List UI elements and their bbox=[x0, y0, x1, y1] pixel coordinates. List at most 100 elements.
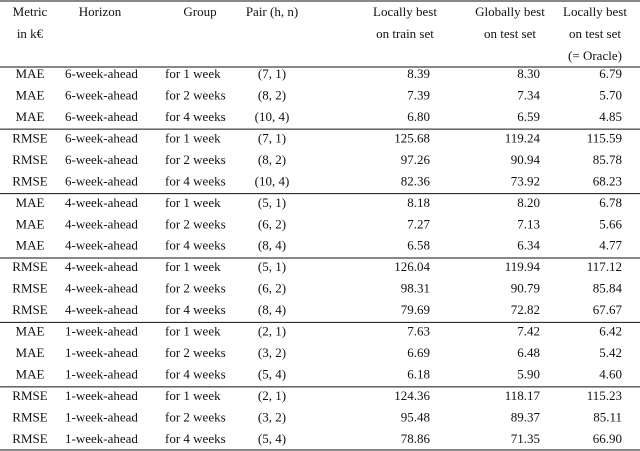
cell: 1-week-ahead bbox=[65, 388, 138, 403]
cell: 6.34 bbox=[517, 238, 540, 253]
cell: (8, 4) bbox=[258, 302, 286, 317]
cell: for 2 weeks bbox=[165, 281, 226, 296]
cell: 1-week-ahead bbox=[65, 367, 138, 382]
cell: 4-week-ahead bbox=[65, 281, 138, 296]
cell: 7.27 bbox=[407, 216, 430, 231]
cell: (8, 4) bbox=[258, 238, 286, 253]
cell: 125.68 bbox=[394, 130, 430, 145]
cell: 4-week-ahead bbox=[65, 302, 138, 317]
header-cell: Globally best bbox=[475, 4, 545, 19]
cell: MAE bbox=[16, 66, 45, 81]
cell: 124.36 bbox=[394, 388, 430, 403]
cell: 85.78 bbox=[593, 152, 622, 167]
cell: (2, 1) bbox=[258, 388, 286, 403]
cell: for 4 weeks bbox=[165, 109, 226, 124]
header-cell: Pair (h, n) bbox=[246, 4, 298, 19]
cell: 5.70 bbox=[599, 87, 622, 102]
cell: MAE bbox=[16, 238, 45, 253]
cell: 6.79 bbox=[599, 66, 622, 81]
cell: 119.94 bbox=[505, 259, 541, 274]
cell: for 4 weeks bbox=[165, 431, 226, 446]
cell: (7, 1) bbox=[258, 130, 286, 145]
cell: 6-week-ahead bbox=[65, 173, 138, 188]
cell: 5.66 bbox=[599, 216, 622, 231]
header-cell: Locally best bbox=[373, 4, 437, 19]
cell: 7.42 bbox=[517, 324, 540, 339]
cell: RMSE bbox=[12, 173, 47, 188]
cell: 7.63 bbox=[407, 324, 430, 339]
cell: 7.13 bbox=[517, 216, 540, 231]
header-cell: Locally best bbox=[563, 4, 627, 19]
cell: MAE bbox=[16, 367, 45, 382]
header-cell: Horizon bbox=[79, 4, 122, 19]
cell: 6.48 bbox=[517, 345, 540, 360]
cell: (5, 1) bbox=[258, 195, 286, 210]
cell: for 1 week bbox=[165, 195, 221, 210]
cell: 6.80 bbox=[407, 109, 430, 124]
cell: 119.24 bbox=[505, 130, 541, 145]
cell: 6.59 bbox=[517, 109, 540, 124]
cell: (6, 2) bbox=[258, 281, 286, 296]
cell: (8, 2) bbox=[258, 152, 286, 167]
cell: 5.42 bbox=[599, 345, 622, 360]
cell: 72.82 bbox=[511, 302, 540, 317]
cell: 1-week-ahead bbox=[65, 324, 138, 339]
cell: MAE bbox=[16, 87, 45, 102]
cell: for 1 week bbox=[165, 66, 221, 81]
cell: 115.59 bbox=[587, 130, 622, 145]
cell: 82.36 bbox=[401, 173, 431, 188]
header-cell: in k€ bbox=[17, 26, 44, 41]
cell: 97.26 bbox=[401, 152, 431, 167]
cell: 71.35 bbox=[511, 431, 540, 446]
cell: 8.20 bbox=[517, 195, 540, 210]
cell: 117.12 bbox=[587, 259, 622, 274]
header-cell: Metric bbox=[13, 4, 48, 19]
cell: for 2 weeks bbox=[165, 345, 226, 360]
cell: (5, 1) bbox=[258, 259, 286, 274]
cell: (8, 2) bbox=[258, 87, 286, 102]
cell: (3, 2) bbox=[258, 410, 286, 425]
cell: 6-week-ahead bbox=[65, 66, 138, 81]
cell: (6, 2) bbox=[258, 216, 286, 231]
cell: 4-week-ahead bbox=[65, 216, 138, 231]
cell: (3, 2) bbox=[258, 345, 286, 360]
cell: RMSE bbox=[12, 302, 47, 317]
cell: 4-week-ahead bbox=[65, 195, 138, 210]
cell: 6-week-ahead bbox=[65, 152, 138, 167]
cell: 8.39 bbox=[407, 66, 430, 81]
cell: 6-week-ahead bbox=[65, 109, 138, 124]
cell: 90.79 bbox=[511, 281, 540, 296]
cell: 1-week-ahead bbox=[65, 431, 138, 446]
header-cell: on train set bbox=[376, 26, 434, 41]
cell: RMSE bbox=[12, 130, 47, 145]
cell: (7, 1) bbox=[258, 66, 286, 81]
cell: for 4 weeks bbox=[165, 367, 226, 382]
cell: RMSE bbox=[12, 388, 47, 403]
cell: 66.90 bbox=[593, 431, 622, 446]
cell: 89.37 bbox=[511, 410, 541, 425]
cell: 115.23 bbox=[587, 388, 622, 403]
cell: 4-week-ahead bbox=[65, 238, 138, 253]
cell: for 2 weeks bbox=[165, 410, 226, 425]
cell: 6.18 bbox=[407, 367, 430, 382]
cell: 95.48 bbox=[401, 410, 430, 425]
cell: 85.84 bbox=[593, 281, 623, 296]
cell: 7.34 bbox=[517, 87, 540, 102]
cell: (5, 4) bbox=[258, 367, 286, 382]
cell: for 4 weeks bbox=[165, 302, 226, 317]
cell: (10, 4) bbox=[255, 109, 290, 124]
cell: MAE bbox=[16, 195, 45, 210]
header-cell: Group bbox=[183, 4, 216, 19]
cell: 6.42 bbox=[599, 324, 622, 339]
header-cell: on test set bbox=[569, 26, 621, 41]
cell: MAE bbox=[16, 345, 45, 360]
header-cell: (= Oracle) bbox=[568, 48, 622, 63]
cell: RMSE bbox=[12, 410, 47, 425]
cell: 68.23 bbox=[593, 173, 622, 188]
cell: MAE bbox=[16, 109, 45, 124]
cell: 4-week-ahead bbox=[65, 259, 138, 274]
cell: 8.30 bbox=[517, 66, 540, 81]
cell: for 2 weeks bbox=[165, 216, 226, 231]
cell: for 1 week bbox=[165, 259, 221, 274]
